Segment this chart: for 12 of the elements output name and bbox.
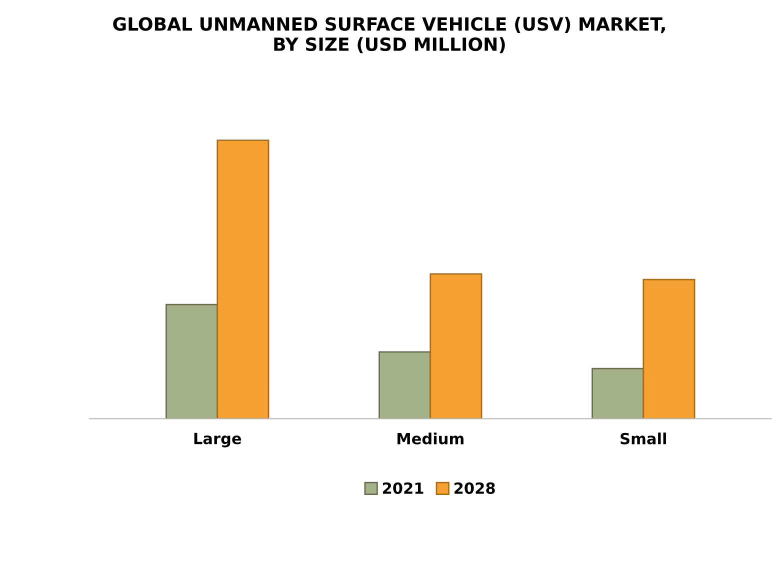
bar bbox=[592, 368, 644, 419]
legend-label: 2021 bbox=[382, 482, 424, 494]
legend-label: 2028 bbox=[454, 482, 495, 494]
bar bbox=[642, 278, 696, 419]
x-tick-label: Large bbox=[194, 432, 242, 448]
x-tick-label: Medium bbox=[398, 432, 464, 444]
bar bbox=[378, 351, 432, 419]
x-tick-label: Small bbox=[620, 432, 666, 444]
bar bbox=[166, 304, 218, 419]
bar bbox=[216, 140, 270, 419]
bar bbox=[430, 273, 482, 419]
chart-title: GLOBAL UNMANNED SURFACE VEHICLE (USV) MARKET, BY SIZE (USD MILLION) bbox=[113, 16, 665, 54]
